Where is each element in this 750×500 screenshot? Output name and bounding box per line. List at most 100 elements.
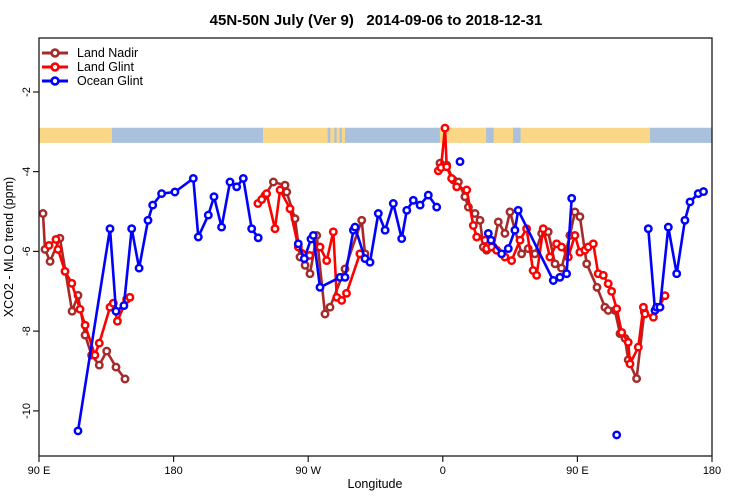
legend: Land Nadir Land Glint Ocean Glint xyxy=(42,46,144,88)
data-point xyxy=(217,222,227,232)
data-point xyxy=(517,249,527,259)
series-land-nadir xyxy=(38,158,649,384)
data-point xyxy=(592,282,602,292)
data-point xyxy=(188,173,198,183)
data-point xyxy=(633,342,643,352)
strip-ocean-segment xyxy=(334,127,337,143)
data-point xyxy=(640,309,650,319)
data-point xyxy=(415,200,425,210)
series-line xyxy=(76,177,260,433)
legend-marker xyxy=(50,48,60,58)
series-line xyxy=(296,193,439,289)
legend-item-land-nadir: Land Nadir xyxy=(42,46,138,60)
data-point xyxy=(472,232,482,242)
data-point xyxy=(397,234,407,244)
strip-land-segment xyxy=(263,127,345,143)
data-point xyxy=(638,302,648,312)
series-line xyxy=(438,161,646,380)
data-point xyxy=(262,189,272,199)
series-line xyxy=(646,190,705,312)
data-point xyxy=(247,224,257,234)
data-point xyxy=(380,225,390,235)
data-point xyxy=(497,249,507,259)
y-tick-labels: -2 -4 -6 -8 -10 xyxy=(21,87,33,419)
legend-marker xyxy=(50,76,60,86)
data-point xyxy=(293,239,303,249)
legend-label: Land Nadir xyxy=(77,46,138,60)
data-point xyxy=(515,235,525,245)
data-point xyxy=(53,244,63,254)
data-point xyxy=(45,256,55,266)
data-point xyxy=(232,182,242,192)
data-point xyxy=(672,269,682,279)
data-point xyxy=(134,263,144,273)
y-axis xyxy=(33,91,39,412)
strip-ocean-segment xyxy=(486,127,494,143)
data-point xyxy=(598,270,608,280)
data-point xyxy=(342,288,351,298)
data-point xyxy=(699,187,708,197)
strip-land-segment xyxy=(39,127,112,143)
data-point xyxy=(402,205,412,215)
data-point xyxy=(67,278,77,288)
data-point xyxy=(557,242,566,252)
data-point xyxy=(530,249,540,259)
data-point xyxy=(238,173,248,183)
data-point xyxy=(111,306,121,316)
y-axis-label: XCO2 - MLO trend (ppm) xyxy=(2,177,16,317)
data-point xyxy=(105,224,115,234)
legend-item-land-glint: Land Glint xyxy=(42,60,135,74)
data-point xyxy=(612,430,622,440)
x-tick-label: 90 E xyxy=(28,465,51,477)
strip-ocean-segment xyxy=(327,127,331,143)
data-point xyxy=(73,426,83,436)
data-point xyxy=(408,195,418,205)
data-point xyxy=(373,209,383,218)
data-point xyxy=(557,263,566,273)
data-point xyxy=(623,337,633,347)
data-point xyxy=(603,305,613,315)
data-point xyxy=(125,292,135,302)
chart-title: 45N-50N July (Ver 9) 2014-09-06 to 2018-… xyxy=(210,12,543,29)
data-point xyxy=(44,240,54,250)
data-point xyxy=(299,254,309,264)
data-point xyxy=(612,304,622,314)
data-point xyxy=(38,209,48,218)
data-point xyxy=(127,224,137,234)
data-point xyxy=(507,256,517,266)
data-point xyxy=(253,233,263,243)
x-axis xyxy=(38,456,713,462)
data-point xyxy=(447,173,457,183)
data-point xyxy=(545,252,555,262)
data-point xyxy=(570,230,580,240)
data-point xyxy=(582,259,592,269)
data-point xyxy=(193,232,203,242)
data-point xyxy=(505,207,515,217)
data-point xyxy=(538,224,548,234)
data-point xyxy=(532,270,542,280)
series-ocean-glint xyxy=(73,157,708,440)
data-point xyxy=(503,244,513,254)
data-point xyxy=(270,224,280,234)
data-point xyxy=(500,228,510,238)
data-point xyxy=(455,157,465,167)
data-point xyxy=(632,374,642,384)
strip-ocean-segment xyxy=(339,127,342,143)
data-point xyxy=(680,215,690,225)
data-point xyxy=(51,234,61,244)
data-point xyxy=(685,197,695,207)
legend-item-ocean-glint: Ocean Glint xyxy=(42,74,144,88)
strip-ocean-segment xyxy=(344,127,440,143)
data-point xyxy=(475,215,485,225)
data-point xyxy=(308,230,318,240)
data-point xyxy=(112,316,122,326)
data-point xyxy=(268,177,278,187)
strip-land-segment xyxy=(439,127,650,143)
data-point xyxy=(550,259,560,269)
data-point xyxy=(75,304,85,314)
data-point xyxy=(486,235,496,245)
data-point xyxy=(337,295,347,305)
data-point xyxy=(80,320,90,330)
data-point xyxy=(257,195,267,204)
